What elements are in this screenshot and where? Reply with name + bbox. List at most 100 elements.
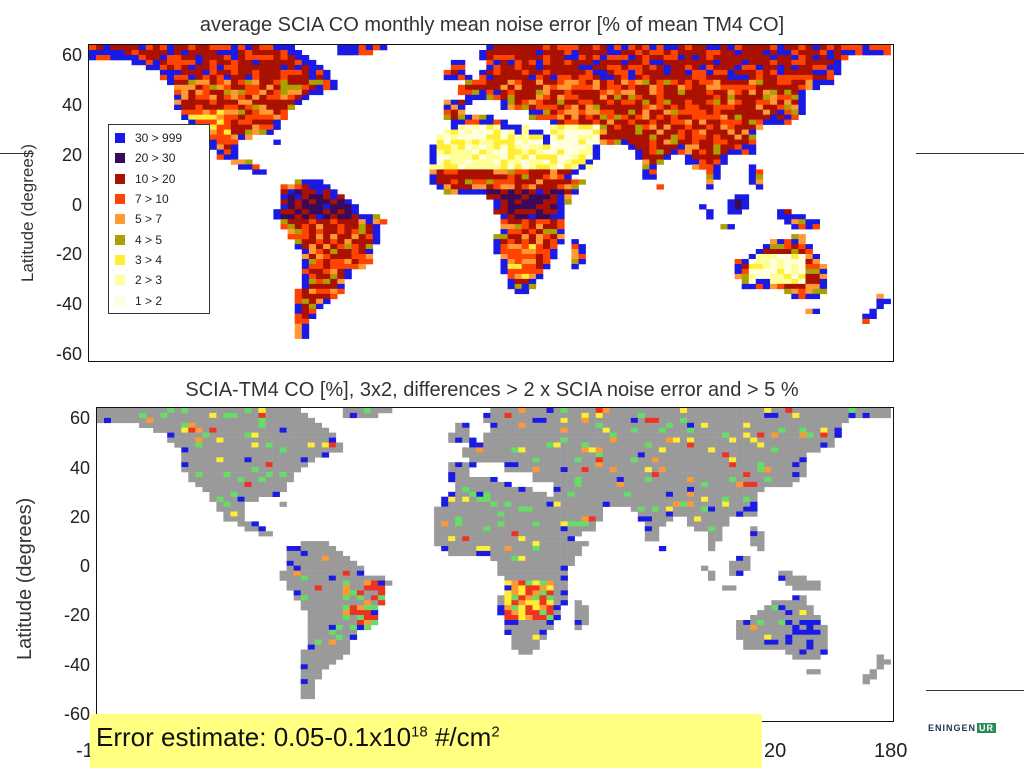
top-map-grid-cell	[294, 214, 303, 220]
bottom-map-grid-cell	[715, 412, 723, 419]
bottom-map-grid-cell	[532, 620, 540, 626]
top-map-grid-cell	[550, 204, 558, 210]
top-map-grid-cell	[699, 64, 707, 71]
bottom-map-grid-cell	[799, 422, 807, 428]
top-map-grid-cell	[493, 179, 501, 185]
top-map-grid-cell	[280, 204, 288, 210]
top-map-grid-cell	[642, 149, 650, 155]
top-map-grid-cell	[727, 114, 735, 120]
top-map-grid-cell	[571, 134, 579, 140]
bottom-map-grid-cell	[567, 422, 575, 428]
top-map-grid-cell	[323, 209, 331, 215]
bottom-map-grid-cell	[307, 427, 315, 433]
bottom-map-grid-cell	[279, 575, 287, 581]
bottom-map-grid-cell	[300, 693, 308, 700]
top-map-grid-cell	[642, 169, 650, 175]
top-map-grid-cell	[372, 214, 381, 220]
top-map-grid-cell	[606, 64, 615, 71]
top-map-grid-cell	[323, 194, 331, 200]
bottom-map-grid-cell	[511, 595, 519, 601]
top-map-grid-cell	[592, 50, 601, 56]
bottom-map-grid-cell	[609, 481, 617, 488]
legend-swatch	[115, 295, 125, 306]
top-map-grid-cell	[500, 184, 508, 190]
bottom-map-grid-cell	[504, 447, 512, 453]
top-map-grid-cell	[855, 45, 863, 51]
bottom-map-grid-cell	[265, 531, 273, 537]
top-map-grid-cell	[188, 45, 196, 51]
top-map-grid-cell	[514, 174, 522, 180]
bottom-map-grid-cell	[525, 555, 533, 562]
bottom-map-grid-cell	[609, 437, 617, 443]
top-map-grid-cell	[252, 50, 260, 56]
top-map-grid-cell	[599, 55, 608, 61]
top-map-grid-cell	[337, 214, 345, 220]
top-map-grid-cell	[692, 50, 700, 56]
bottom-map-grid-cell	[335, 600, 344, 606]
top-map-grid-cell	[216, 69, 225, 76]
bottom-map-grid-cell	[504, 620, 512, 626]
top-map-grid-cell	[167, 74, 175, 81]
bottom-map-grid-cell	[658, 412, 667, 419]
top-map-grid-cell	[372, 239, 381, 245]
bottom-map-grid-cell	[539, 452, 547, 458]
bottom-map-grid-cell	[785, 417, 793, 424]
top-map-grid-cell	[479, 89, 487, 96]
bottom-map-grid-cell	[104, 408, 112, 414]
bottom-map-grid-cell	[539, 412, 547, 419]
top-map-grid-cell	[571, 59, 579, 66]
bottom-map-grid-cell	[448, 546, 456, 552]
top-map-grid-cell	[507, 124, 515, 130]
bottom-map-grid-cell	[665, 467, 674, 473]
bottom-map-grid-cell	[651, 452, 660, 458]
top-map-grid-cell	[798, 293, 806, 300]
top-map-grid-cell	[649, 134, 657, 140]
top-map-grid-cell	[330, 293, 338, 300]
top-map-grid-cell	[535, 259, 544, 265]
bottom-map-grid-cell	[209, 412, 217, 419]
top-map-grid-cell	[798, 224, 806, 230]
bottom-map-grid-cell	[806, 422, 814, 428]
bottom-map-grid-cell	[532, 432, 540, 438]
bottom-map-grid-cell	[342, 620, 351, 626]
bottom-map-grid-cell	[574, 417, 582, 424]
top-map-grid-cell	[457, 114, 466, 120]
top-map-grid-cell	[323, 249, 331, 255]
bottom-map-grid-cell	[539, 511, 547, 517]
top-map-grid-cell	[543, 55, 551, 61]
bottom-map-grid-cell	[651, 462, 660, 468]
top-map-grid-cell	[649, 124, 657, 130]
bottom-map-grid-cell	[462, 501, 470, 507]
top-map-grid-cell	[479, 164, 487, 170]
legend-swatch	[115, 275, 125, 286]
top-map-grid-cell	[230, 154, 239, 160]
bottom-map-grid-cell	[764, 437, 772, 443]
bottom-map-ytick-label: 60	[69, 408, 90, 429]
bottom-map-grid-cell	[314, 427, 322, 433]
bottom-map-grid-cell	[778, 639, 786, 645]
top-map-grid-cell	[181, 79, 189, 86]
callout-text-mid: #/cm	[427, 722, 492, 752]
top-map-grid-cell	[308, 64, 317, 71]
top-map-grid-cell	[777, 119, 785, 125]
bottom-map-grid-cell	[581, 541, 589, 547]
bottom-map-grid-cell	[729, 457, 737, 463]
bottom-map-grid-cell	[623, 457, 632, 463]
top-map-grid-cell	[706, 209, 714, 215]
top-map-grid-cell	[784, 59, 792, 66]
top-map-grid-cell	[543, 45, 551, 51]
top-map-grid-cell	[592, 59, 601, 66]
top-map-grid-cell	[238, 55, 246, 61]
bottom-map-grid-cell	[342, 649, 351, 655]
bottom-map-grid-cell	[757, 639, 765, 645]
bottom-map-grid-cell	[293, 422, 301, 428]
top-map-grid-cell	[266, 124, 274, 130]
top-map-grid-cell	[316, 179, 324, 185]
bottom-map-grid-cell	[356, 615, 365, 621]
bottom-map-grid-cell	[97, 417, 105, 424]
top-map-grid-cell	[543, 79, 551, 86]
top-map-grid-cell	[188, 104, 196, 110]
bottom-map-grid-cell	[581, 511, 589, 517]
top-map-grid-cell	[344, 45, 352, 51]
bottom-map-grid-cell	[244, 477, 252, 483]
